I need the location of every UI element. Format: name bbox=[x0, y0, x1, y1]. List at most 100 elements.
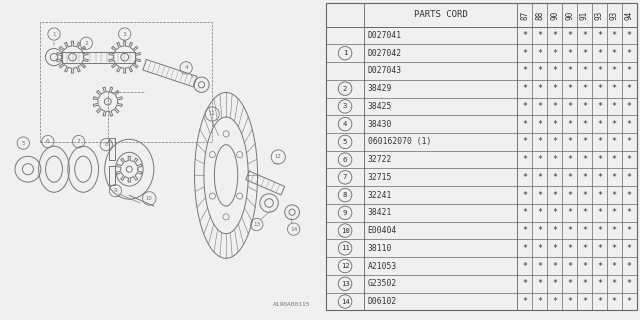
Text: *: * bbox=[522, 155, 527, 164]
Text: *: * bbox=[612, 102, 617, 111]
Text: *: * bbox=[627, 279, 632, 288]
Text: *: * bbox=[552, 173, 557, 182]
Text: *: * bbox=[582, 84, 587, 93]
Text: 9: 9 bbox=[113, 188, 117, 193]
Text: 4: 4 bbox=[343, 121, 348, 127]
Text: 1: 1 bbox=[343, 50, 348, 56]
Text: *: * bbox=[597, 173, 602, 182]
Text: *: * bbox=[537, 297, 542, 306]
Text: 32715: 32715 bbox=[367, 173, 392, 182]
Text: *: * bbox=[567, 137, 572, 146]
Text: 90: 90 bbox=[550, 10, 559, 20]
Text: *: * bbox=[567, 279, 572, 288]
Text: D027041: D027041 bbox=[367, 31, 402, 40]
Text: *: * bbox=[612, 67, 617, 76]
Text: 10: 10 bbox=[340, 228, 349, 234]
Text: D06102: D06102 bbox=[367, 297, 397, 306]
Text: *: * bbox=[627, 208, 632, 217]
Text: *: * bbox=[567, 226, 572, 235]
Text: *: * bbox=[522, 261, 527, 270]
Text: *: * bbox=[582, 279, 587, 288]
Text: *: * bbox=[627, 49, 632, 58]
Text: *: * bbox=[612, 120, 617, 129]
Text: *: * bbox=[627, 137, 632, 146]
Text: *: * bbox=[582, 208, 587, 217]
Text: *: * bbox=[522, 102, 527, 111]
Text: 94: 94 bbox=[625, 10, 634, 20]
Text: *: * bbox=[612, 191, 617, 200]
Text: *: * bbox=[612, 297, 617, 306]
Text: *: * bbox=[552, 208, 557, 217]
Text: D027042: D027042 bbox=[367, 49, 402, 58]
Text: *: * bbox=[627, 67, 632, 76]
Text: *: * bbox=[627, 155, 632, 164]
Text: *: * bbox=[627, 297, 632, 306]
Text: *: * bbox=[627, 84, 632, 93]
Text: 1: 1 bbox=[52, 32, 56, 36]
Text: *: * bbox=[522, 84, 527, 93]
Text: *: * bbox=[552, 102, 557, 111]
Text: 32722: 32722 bbox=[367, 155, 392, 164]
Text: *: * bbox=[597, 191, 602, 200]
Text: 11: 11 bbox=[340, 245, 349, 251]
Text: 38430: 38430 bbox=[367, 120, 392, 129]
Text: PARTS CORD: PARTS CORD bbox=[413, 10, 467, 20]
Text: 11: 11 bbox=[209, 111, 216, 116]
Text: 38429: 38429 bbox=[367, 84, 392, 93]
Text: *: * bbox=[582, 226, 587, 235]
Text: *: * bbox=[537, 137, 542, 146]
Text: *: * bbox=[612, 226, 617, 235]
Text: 9: 9 bbox=[343, 210, 348, 216]
Text: 91: 91 bbox=[580, 10, 589, 20]
Text: *: * bbox=[537, 155, 542, 164]
Text: *: * bbox=[612, 244, 617, 253]
Text: *: * bbox=[597, 208, 602, 217]
Text: *: * bbox=[567, 49, 572, 58]
Text: *: * bbox=[582, 261, 587, 270]
Text: *: * bbox=[627, 173, 632, 182]
Text: *: * bbox=[597, 244, 602, 253]
Bar bbox=[40, 22, 212, 141]
Text: 14: 14 bbox=[340, 299, 349, 305]
Text: 7: 7 bbox=[77, 139, 81, 144]
Text: *: * bbox=[567, 120, 572, 129]
Text: *: * bbox=[627, 102, 632, 111]
Text: 90: 90 bbox=[565, 10, 574, 20]
Text: 6: 6 bbox=[343, 156, 348, 163]
Text: *: * bbox=[597, 226, 602, 235]
Text: *: * bbox=[522, 137, 527, 146]
Text: *: * bbox=[582, 137, 587, 146]
Text: *: * bbox=[582, 173, 587, 182]
Text: *: * bbox=[537, 261, 542, 270]
Text: *: * bbox=[537, 102, 542, 111]
Text: *: * bbox=[567, 208, 572, 217]
Text: *: * bbox=[552, 49, 557, 58]
Text: *: * bbox=[567, 244, 572, 253]
Text: *: * bbox=[537, 84, 542, 93]
Text: 38110: 38110 bbox=[367, 244, 392, 253]
Text: *: * bbox=[597, 31, 602, 40]
Text: *: * bbox=[522, 297, 527, 306]
Text: *: * bbox=[522, 67, 527, 76]
Text: *: * bbox=[537, 120, 542, 129]
Text: 14: 14 bbox=[290, 227, 298, 232]
Text: 8: 8 bbox=[104, 142, 108, 147]
Text: 13: 13 bbox=[253, 222, 260, 227]
Text: *: * bbox=[627, 244, 632, 253]
Text: 93: 93 bbox=[595, 10, 604, 20]
Text: *: * bbox=[552, 297, 557, 306]
Text: *: * bbox=[522, 244, 527, 253]
Text: *: * bbox=[582, 49, 587, 58]
Text: 38421: 38421 bbox=[367, 208, 392, 217]
Text: 2: 2 bbox=[343, 86, 348, 92]
Text: *: * bbox=[522, 279, 527, 288]
Text: *: * bbox=[537, 279, 542, 288]
Text: *: * bbox=[552, 279, 557, 288]
Text: 3: 3 bbox=[343, 103, 348, 109]
Text: D027043: D027043 bbox=[367, 67, 402, 76]
Text: *: * bbox=[582, 244, 587, 253]
Text: *: * bbox=[612, 155, 617, 164]
Text: *: * bbox=[582, 67, 587, 76]
Text: *: * bbox=[627, 226, 632, 235]
Text: *: * bbox=[552, 155, 557, 164]
